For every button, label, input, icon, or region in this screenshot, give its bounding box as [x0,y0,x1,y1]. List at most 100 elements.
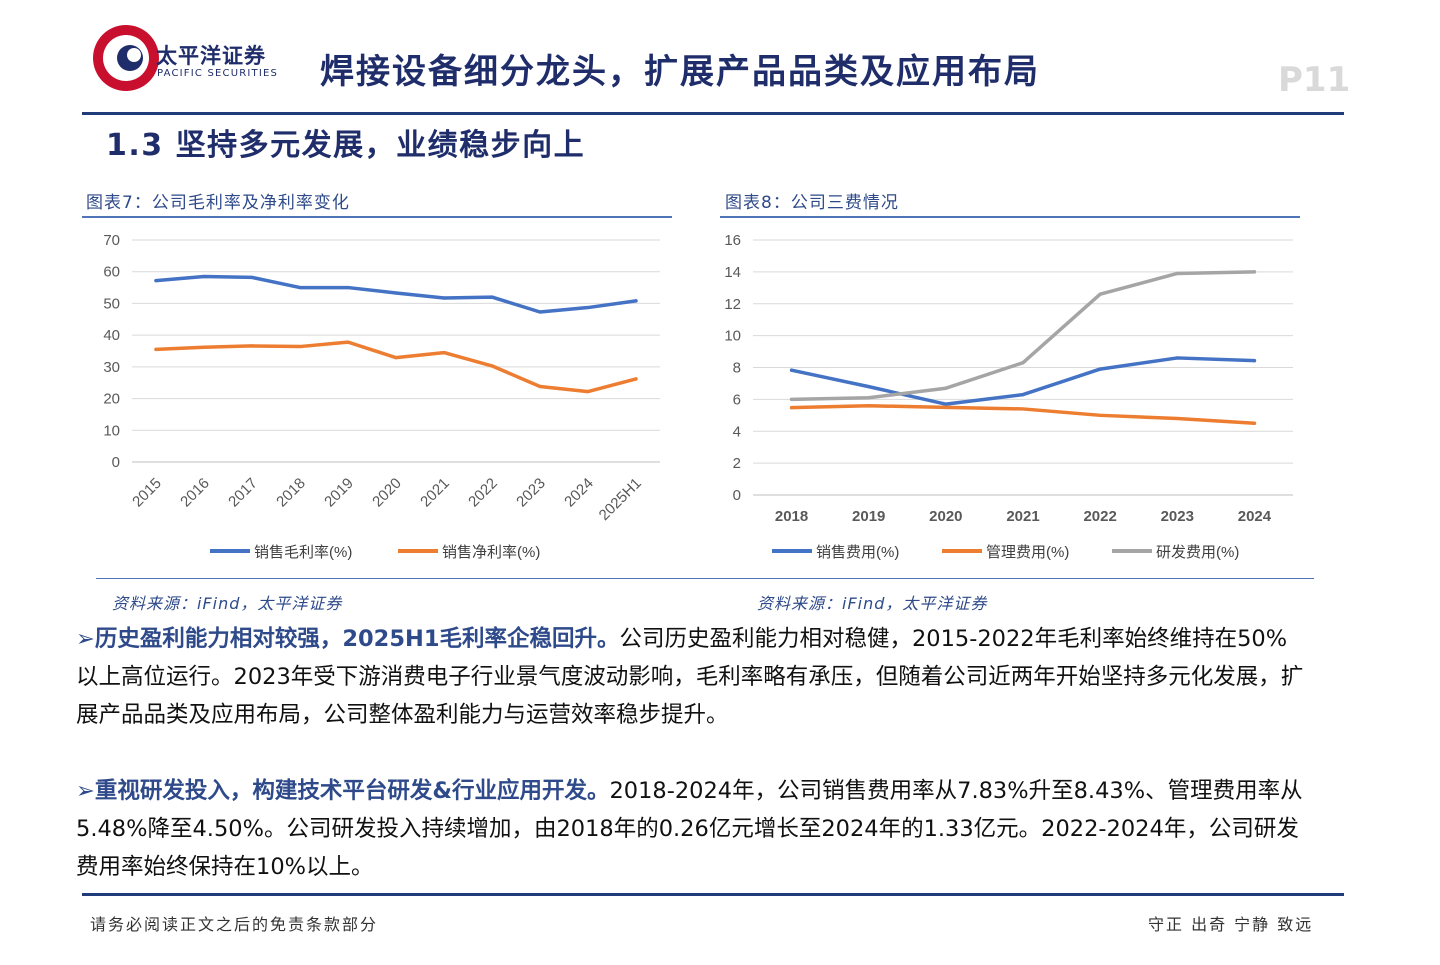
data-point [1021,361,1025,365]
x-tick-label: 2016 [177,475,213,511]
data-point [634,377,638,381]
x-tick-label: 2020 [369,475,405,511]
legend-label: 销售净利率(%) [442,544,540,561]
y-tick-label: 40 [103,327,120,344]
data-point [1252,421,1257,425]
data-point [394,291,398,295]
y-tick-label: 0 [112,454,120,471]
legend-label: 销售毛利率(%) [254,544,352,561]
y-tick-label: 6 [733,391,741,408]
y-tick-label: 2 [733,455,741,472]
x-tick-label: 2025H1 [596,475,645,524]
data-point [202,345,206,349]
x-tick-label: 2021 [417,475,453,511]
expense-ratio-chart: 0 2 4 6 8 10 12 14 16 2018 2019 2020 2021 2022 2023 202… [724,232,1293,561]
data-point [1098,413,1102,417]
page-number: P11 [1278,60,1351,100]
y-tick-label: 14 [724,264,741,281]
data-point [250,275,254,280]
x-tick-label: 2019 [321,475,357,511]
x-tick-label: 2017 [225,475,261,511]
data-point [789,397,794,401]
x-tick-label: 2018 [273,475,309,511]
section-title: 1.3 坚持多元发展，业绩稳步向上 [106,128,586,163]
legend-label: 管理费用(%) [986,544,1069,561]
bullet-2-body: 2018-2024年，公司销售费用率从7.83%升至8.43%、管理费用率从5.… [76,778,1303,880]
figure7-source: 资料来源：iFind，太平洋证券 [112,594,343,613]
data-point [442,296,446,300]
disclaimer-note: 请务必阅读正文之后的免责条款部分 [90,915,379,934]
footer-divider [82,893,1344,896]
y-tick-label: 20 [103,391,120,408]
data-point [944,405,948,409]
x-tick-label: 2022 [465,475,501,511]
brand-name-en: PACIFIC SECURITIES [157,68,279,79]
bullet-arrow-icon: ➢ [76,626,95,652]
y-tick-label: 30 [103,359,120,376]
data-point [1098,367,1102,371]
data-point [1175,271,1179,276]
data-point [154,347,158,352]
data-point [442,350,446,355]
charts-bottom-rule [96,578,1314,579]
x-tick-label: 2023 [1161,508,1194,525]
figure8-title: 图表8：公司三费情况 [725,193,899,213]
x-tick-label: 2022 [1083,508,1116,525]
x-tick-label: 2024 [1238,508,1272,525]
data-point [944,386,948,390]
header-divider [82,112,1344,115]
x-tick-label: 2023 [513,475,549,511]
bullet-arrow-icon: ➢ [76,778,95,804]
x-tick-label: 2019 [852,508,885,525]
figure8-source: 资料来源：iFind，太平洋证券 [757,594,988,613]
brand-name-cn: 太平洋证券 [156,44,266,68]
figure8-top-rule [720,216,1300,218]
page-title: 焊接设备细分龙头，扩展产品品类及应用布局 [320,52,1040,92]
data-point [1252,359,1257,363]
y-tick-label: 0 [733,487,741,504]
bullet-paragraph-1: ➢历史盈利能力相对较强，2025H1毛利率企稳回升。公司历史盈利能力相对稳健，2… [76,620,1306,734]
bullet-2-lead: 重视研发投入，构建技术平台研发&行业应用开发。 [94,778,610,804]
legend-label: 销售费用(%) [816,544,899,561]
data-point [1098,292,1102,296]
y-tick-label: 10 [724,328,741,345]
data-point [394,356,398,360]
data-point [867,396,871,400]
data-point [538,384,542,389]
data-point [538,310,542,314]
data-point [944,402,948,406]
data-point [346,285,350,290]
data-point [586,305,590,310]
x-tick-label: 2024 [561,475,597,511]
bullet-paragraph-2: ➢重视研发投入，构建技术平台研发&行业应用开发。2018-2024年，公司销售费… [76,772,1306,886]
y-tick-label: 4 [733,423,741,440]
data-point [202,274,206,279]
data-point [1021,407,1025,411]
x-tick-label: 2021 [1006,508,1039,525]
data-point [789,406,794,410]
y-tick-label: 12 [724,296,741,313]
data-point [634,299,638,303]
data-point [490,364,494,368]
data-point [298,344,302,349]
data-point [1175,356,1179,360]
bullet-1-lead: 历史盈利能力相对较强，2025H1毛利率企稳回升。 [94,626,620,652]
y-tick-label: 70 [103,232,120,249]
figure7-title: 图表7：公司毛利率及净利率变化 [86,193,350,213]
x-tick-label: 2018 [775,508,808,525]
company-motto: 守正 出奇 宁静 致远 [1148,915,1314,934]
y-tick-label: 10 [103,422,120,439]
y-tick-label: 8 [733,360,741,377]
data-point [298,285,302,290]
data-point [1021,392,1025,397]
pacific-securities-logo [93,16,160,91]
y-tick-label: 50 [103,295,120,312]
data-point [867,385,871,389]
figure7-top-rule [82,216,672,218]
data-point [586,389,590,394]
data-point [867,404,871,408]
bullet-1-body: 公司历史盈利能力相对稳健，2015-2022年毛利率始终维持在50%以上高位运行… [76,626,1304,728]
data-point [250,344,254,348]
x-tick-label: 2015 [129,475,165,511]
gross-net-margin-chart: 0 10 20 30 40 50 60 70 2015 2016 2017 2018 2019 2020 2… [103,232,660,561]
